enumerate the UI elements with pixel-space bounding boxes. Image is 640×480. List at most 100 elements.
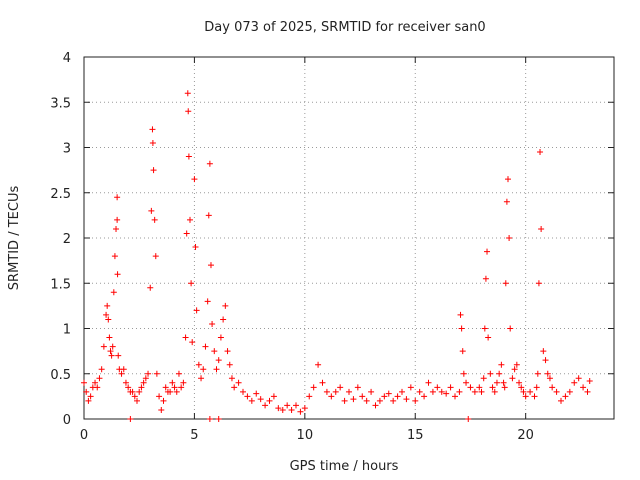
data-point: [535, 280, 542, 287]
data-point: [182, 334, 189, 341]
data-point: [491, 388, 498, 395]
data-point: [385, 390, 392, 397]
data-point: [297, 408, 304, 415]
data-point: [257, 396, 264, 403]
data-point: [275, 405, 282, 412]
data-point: [350, 396, 357, 403]
data-point: [429, 388, 436, 395]
data-point: [134, 397, 140, 404]
data-point: [438, 388, 445, 395]
y-tick-label: 3: [63, 142, 71, 157]
data-point: [173, 388, 180, 395]
data-point: [425, 379, 432, 386]
data-point: [459, 348, 466, 355]
data-point: [511, 366, 518, 373]
y-tick-label: 2: [63, 232, 71, 247]
data-point: [346, 388, 352, 395]
grid: [84, 57, 614, 419]
data-point: [482, 275, 489, 282]
data-point: [83, 388, 90, 395]
data-point: [270, 393, 277, 400]
data-point: [503, 198, 510, 205]
data-point: [266, 397, 273, 404]
data-point: [142, 375, 149, 382]
x-tick-label: 0: [80, 428, 88, 443]
data-point: [175, 370, 182, 377]
data-point: [153, 370, 160, 377]
data-point: [546, 375, 553, 382]
data-point: [169, 379, 176, 386]
y-axis-label: SRMTID / TECUs: [7, 186, 22, 291]
data-point: [580, 384, 587, 391]
data-point: [381, 393, 388, 400]
data-point: [228, 375, 235, 382]
data-point: [147, 284, 154, 291]
data-point: [81, 379, 87, 386]
data-point: [376, 397, 383, 404]
data-point: [213, 366, 220, 373]
data-point: [372, 402, 379, 409]
data-point: [496, 370, 503, 377]
data-point: [549, 384, 556, 391]
data-point: [98, 366, 105, 373]
data-point: [193, 307, 200, 314]
data-point: [489, 384, 496, 391]
x-tick-label: 5: [190, 428, 198, 443]
data-point: [94, 384, 101, 391]
data-point: [509, 375, 516, 382]
data-point: [244, 393, 251, 400]
data-point: [416, 388, 423, 395]
data-point: [531, 393, 538, 400]
x-tick-label: 20: [517, 428, 534, 443]
data-point: [108, 352, 115, 359]
axis-ticks: [83, 56, 614, 420]
data-point: [359, 393, 366, 400]
data-point: [100, 343, 107, 350]
data-point: [178, 384, 185, 391]
data-point: [231, 384, 238, 391]
data-point: [279, 406, 286, 413]
data-point: [114, 216, 121, 223]
data-point: [467, 384, 474, 391]
data-point: [127, 416, 134, 422]
data-point: [87, 393, 94, 400]
data-point: [586, 377, 593, 384]
data-point: [185, 153, 192, 160]
data-point: [465, 416, 472, 422]
data-point: [412, 397, 419, 404]
data-point: [205, 212, 212, 219]
data-point: [522, 393, 529, 400]
data-point: [262, 402, 269, 409]
data-point: [368, 388, 375, 395]
data-point: [226, 361, 233, 368]
data-point: [447, 384, 454, 391]
data-point: [202, 343, 209, 350]
data-point: [148, 207, 155, 214]
data-point: [96, 375, 103, 382]
data-point: [507, 325, 514, 332]
data-point: [105, 316, 112, 323]
data-point: [129, 388, 136, 395]
data-point: [533, 384, 540, 391]
data-point: [390, 397, 397, 404]
data-point: [109, 343, 116, 350]
data-point: [136, 388, 143, 395]
data-point: [200, 366, 207, 373]
data-point: [323, 388, 330, 395]
data-point: [553, 388, 560, 395]
data-point: [575, 375, 582, 382]
data-points: [81, 90, 593, 422]
x-axis-label: GPS time / hours: [290, 459, 399, 474]
data-point: [156, 393, 163, 400]
data-point: [562, 393, 569, 400]
data-point: [501, 384, 508, 391]
data-point: [107, 348, 114, 355]
data-point: [206, 160, 213, 167]
data-point: [301, 405, 308, 412]
data-point: [284, 402, 291, 409]
data-point: [114, 271, 121, 278]
data-point: [224, 348, 231, 355]
data-point: [253, 390, 260, 397]
data-point: [204, 298, 211, 305]
